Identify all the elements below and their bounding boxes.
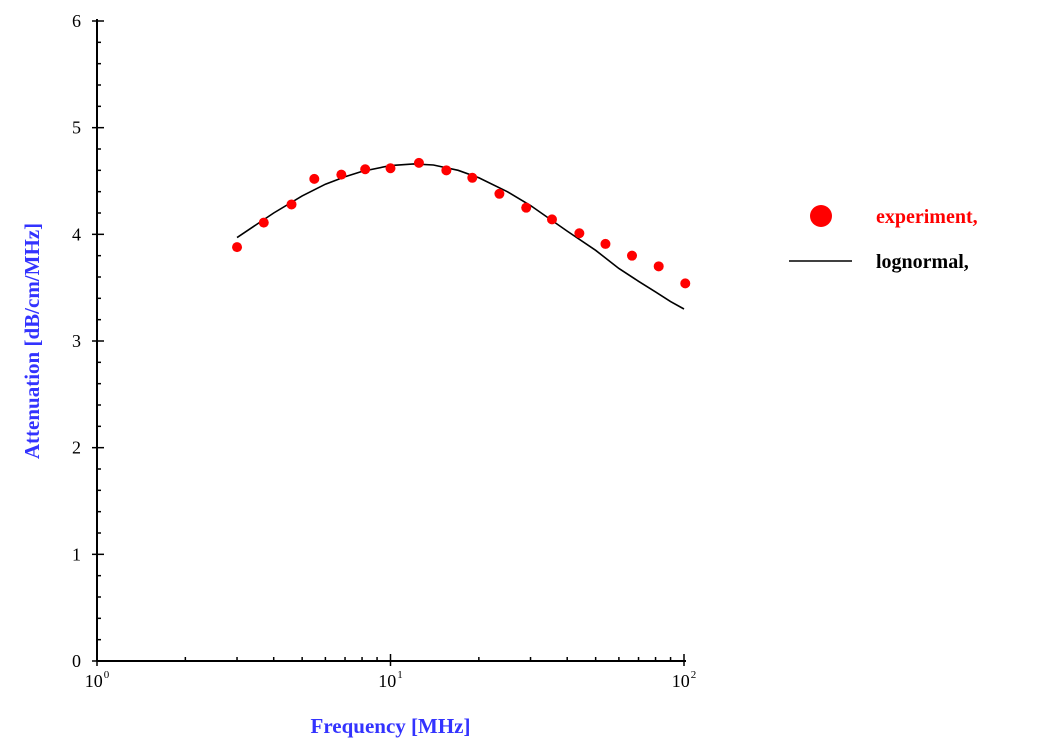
legend: experiment, lognormal, [789,205,978,273]
y-tick-label: 6 [72,11,81,31]
y-tick-label: 0 [72,651,81,671]
experiment-point [360,164,371,175]
x-tick-label: 101 [378,669,403,691]
experiment-series [232,157,691,289]
x-tick-exponent: 1 [397,669,403,681]
experiment-point [494,188,505,199]
legend-experiment-label: experiment, [876,206,978,228]
experiment-point [546,214,557,225]
experiment-point [467,172,478,183]
y-tick-label: 3 [72,331,81,351]
y-axis-title: Attenuation [dB/cm/MHz] [20,223,44,459]
y-tick-label: 1 [72,544,81,564]
lognormal-series [236,163,685,310]
experiment-point [600,238,611,249]
experiment-point [574,228,585,239]
experiment-point [336,169,347,180]
experiment-point [286,199,297,210]
experiment-point [441,165,452,176]
legend-experiment-marker [810,205,832,227]
experiment-point [258,217,269,228]
experiment-point [680,278,691,289]
x-tick-label: 102 [672,669,697,691]
experiment-point [385,163,396,174]
x-tick-exponent: 0 [104,669,110,681]
experiment-point [521,202,532,213]
legend-lognormal-label: lognormal, [876,251,969,273]
experiment-point [627,250,637,261]
x-axis-title: Frequency [MHz] [311,714,471,738]
experiment-point [653,261,664,272]
experiment-point [413,157,424,168]
lognormal-line [236,163,685,310]
x-tick-exponent: 2 [691,669,697,681]
y-tick-label: 5 [72,118,81,138]
y-tick-label: 2 [72,438,81,458]
x-tick-label: 100 [85,669,110,691]
y-tick-label: 4 [72,224,81,244]
experiment-point [309,173,320,184]
experiment-point [232,242,243,253]
